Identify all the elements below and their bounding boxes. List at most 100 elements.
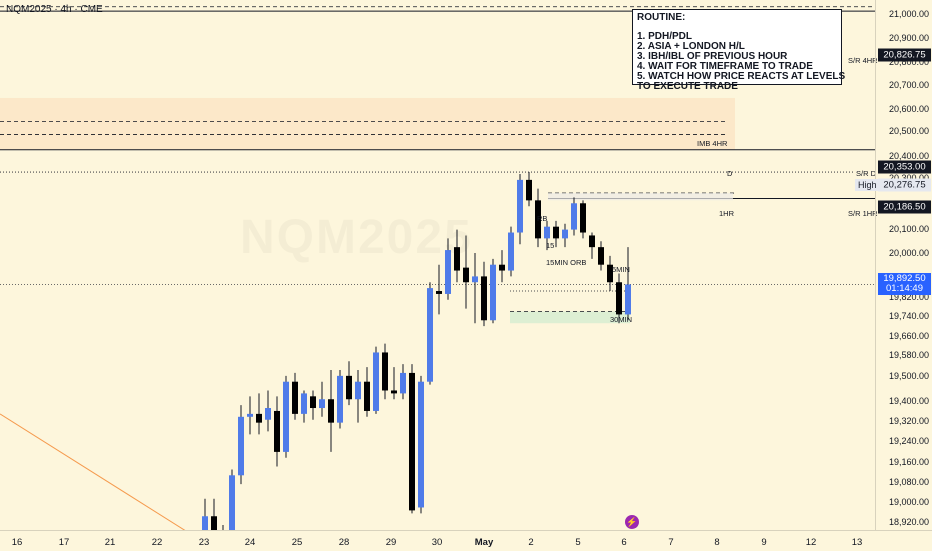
candle-body [211,516,217,530]
routine-item: 5. WATCH HOW PRICE REACTS AT LEVELS [637,71,846,82]
trendline [0,413,186,530]
bar-countdown: 01:14:49 [886,283,923,294]
price-tick: 20,500.00 [888,126,929,136]
price-tick: 20,700.00 [888,80,929,90]
candle-body [490,264,496,321]
srd-label: S/R D [856,169,877,178]
candle-body [319,399,325,409]
candle-body [580,203,586,233]
sr4hr-label: S/R 4HR [848,56,878,65]
time-axis[interactable]: 16 17 21 22 23 24 25 28 29 30 May 2 5 6 … [0,530,932,551]
orb-zone [510,311,630,324]
routine-title: ROUTINE: [637,12,686,23]
candle-body [229,475,235,530]
date-label: 22 [151,537,163,548]
price-tick: 18,920.00 [888,517,929,527]
h1-label: 1HR [719,209,735,218]
routine-item: 2. ASIA + LONDON H/L [637,41,745,52]
price-tick: 19,500.00 [888,371,929,381]
date-label: 2 [528,537,534,548]
price-tick: 20,400.00 [888,151,929,161]
price-tick: 19,660.00 [888,331,929,341]
routine-item: 1. PDH/PDL [637,31,693,42]
routine-item: 3. IBH/IBL OF PREVIOUS HOUR [637,51,788,62]
candle-body [337,375,343,423]
symbol-watermark: NQM2025 [240,210,473,265]
date-label: 23 [198,537,210,548]
sr1hr-zone [548,193,733,201]
candle-body [553,226,559,239]
candle-body [562,229,568,239]
candle-body [292,381,298,414]
candle-body [400,372,406,394]
date-label: 29 [385,537,397,548]
date-label: 30 [431,537,443,548]
price-tick: 20,600.00 [888,104,929,114]
candle-body [616,282,622,315]
candle-body [481,276,487,321]
price-tick: 20,300.00 [889,173,929,183]
candle-body [598,247,604,265]
price-tick: 19,580.00 [888,350,929,360]
candle-body [202,516,208,530]
candle-body [310,396,316,409]
candle-body [463,267,469,283]
candle-body [346,375,352,400]
candle-body [409,372,415,511]
date-label: May [474,537,494,548]
candle-body [544,226,550,239]
price-tick: 19,400.00 [888,396,929,406]
price-tick: 20,000.00 [888,248,929,258]
date-label: 21 [104,537,116,548]
routine-note[interactable]: ROUTINE: 1. PDH/PDL 2. ASIA + LONDON H/L… [632,9,846,92]
price-tick: 19,160.00 [888,457,929,467]
routine-item: 4. WAIT FOR TIMEFRAME TO TRADE [637,61,813,72]
candle-body [355,381,361,400]
candle-body [607,264,613,283]
imb4hr-label: IMB 4HR [697,139,728,148]
date-label: 25 [291,537,303,548]
candle-body [265,408,271,420]
date-label: 17 [58,537,70,548]
candle-body [247,413,253,417]
candle-body [454,247,460,271]
symbol-title[interactable]: NQM2025 · 4h · CME [6,4,103,15]
date-label: 7 [668,537,674,548]
date-label: 5 [575,537,581,548]
candle-body [427,288,433,382]
candle-body [535,200,541,239]
candle-body [508,232,514,271]
candle-body [391,390,397,394]
min15-label: 15 [546,241,555,250]
sr4hr-price-tag: 20,826.75 [878,48,931,62]
date-label: 6 [621,537,627,548]
candle-body [625,284,631,315]
candle-body [373,352,379,411]
price-tick: 20,900.00 [888,33,929,43]
candle-body [571,203,577,230]
date-label: 9 [761,537,767,548]
candle-body [472,276,478,283]
high-label: High [855,179,880,191]
price-tick: 19,000.00 [888,497,929,507]
sr1hr-price-tag: 20,186.50 [878,200,931,214]
candle-body [274,410,280,452]
price-tick: 19,320.00 [888,416,929,426]
min30-label: 30MIN [610,315,633,324]
high-price-tag: 20,276.75 [878,178,931,192]
lightning-icon[interactable]: ⚡ [625,515,639,529]
price-tick: 21,000.00 [888,9,929,19]
sr1hr-label: S/R 1HR [848,209,878,218]
price-tick: 19,080.00 [888,477,929,487]
daily-price-tag: 20,353.00 [878,160,931,174]
last-price: 19,892.50 [883,273,926,284]
price-axis[interactable]: 21,000.00 20,900.00 20,800.00 20,700.00 … [875,0,932,530]
candle-body [526,179,532,201]
date-label: 8 [714,537,720,548]
candle-body [382,352,388,391]
candle-body [445,250,451,294]
candle-body [301,393,307,414]
price-tick: 19,740.00 [888,311,929,321]
candle-body [256,413,262,423]
price-tick: 19,240.00 [888,436,929,446]
